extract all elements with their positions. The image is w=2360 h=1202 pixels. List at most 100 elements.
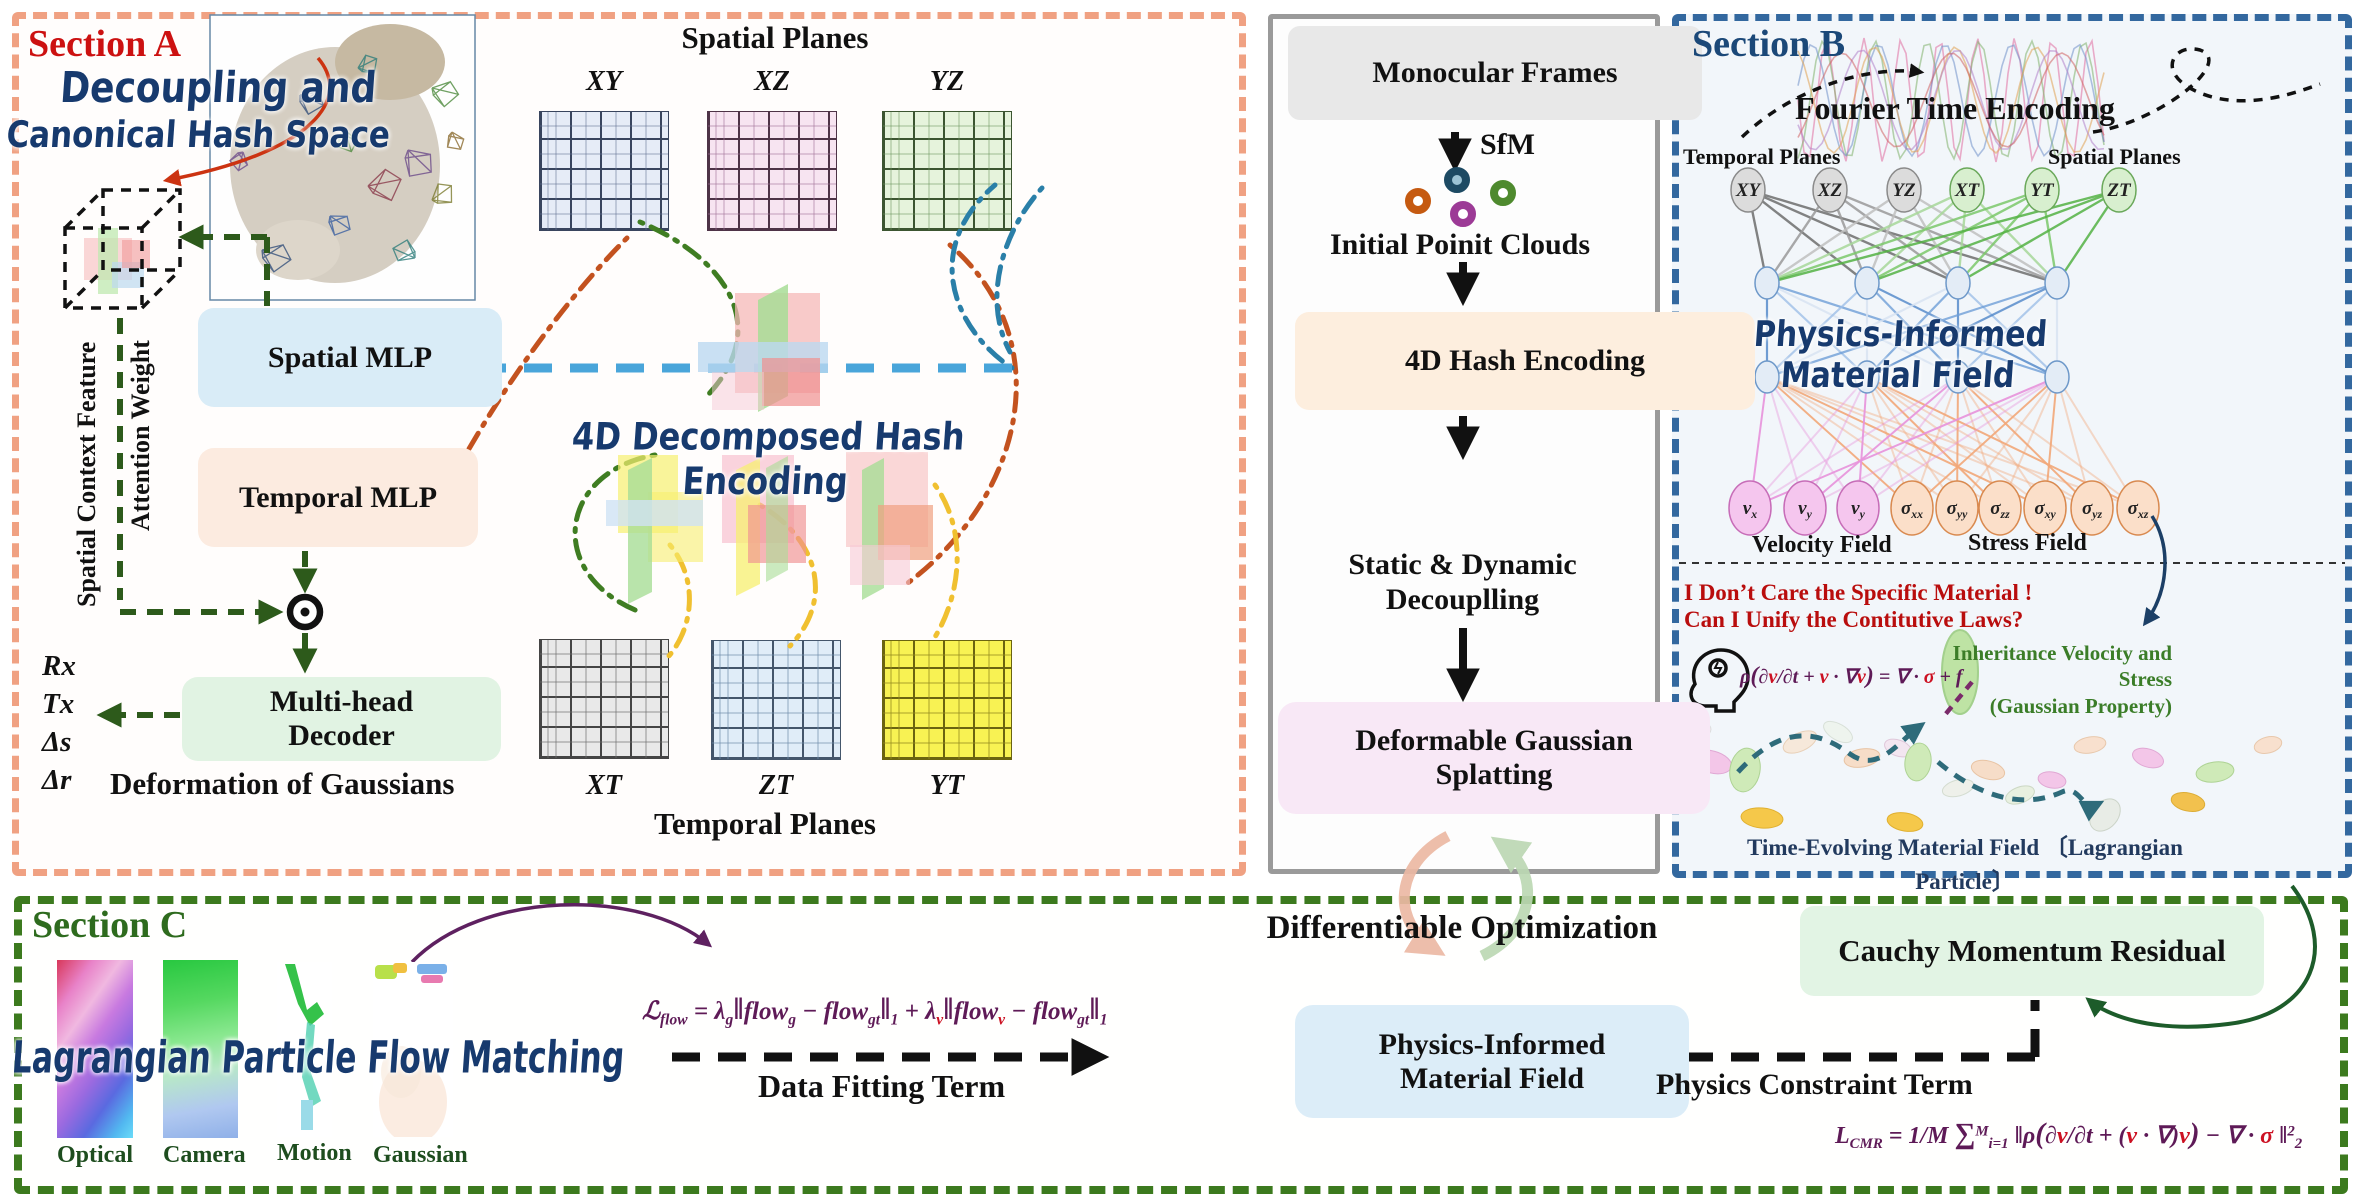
physics-constraint-label: Physics Constraint Term [1656,1068,1973,1101]
output-rx: Rx [42,650,76,682]
optical-flow-image [57,960,133,1138]
plane-composite-2 [722,455,806,596]
green-flow-arrows [96,224,318,728]
material-field-title: Physics-Informed Material Field [1752,314,2049,397]
flow-loss-formula: ℒflow = λg‖flowg − flowgt‖1 + λv‖flowv −… [642,992,1108,1029]
divider-down-arrow [2142,515,2167,627]
flow-matching-title: Lagrangian Particle Flow Matching [10,1032,627,1084]
hand-title-line2: Canonical Hash Space [5,114,392,157]
flow-formula-arrow [410,902,713,964]
deformation-label: Deformation of Gaussians [110,766,455,801]
spatial-context-feature-label: Spatial Context Feature [72,341,101,607]
input-node-xy: XY [1735,180,1761,201]
hash-grid-xz [708,112,836,230]
lagrangian-particles [1668,720,2283,832]
section-b-label: Section B [1692,23,1846,65]
hash-grid-xy [540,112,668,230]
gaussian-flow-image [373,962,453,1144]
grid-label-xz: XZ [754,66,790,97]
inherit-dash-link [1942,680,1974,718]
output-node-syy: σyy [1946,498,1968,522]
output-node-szz: σzz [1990,498,2010,522]
diff-optimization-label: Differentiable Optimization [1266,910,1658,946]
input-node-xt: XT [1954,180,1980,201]
camera-label: Camera [163,1142,246,1168]
fourier-dashed-arcs [1740,47,2321,139]
output-ds: Δs [42,726,72,758]
thinking-head-icon [1689,648,1750,713]
gaussian-label: Gaussian [373,1142,468,1168]
input-node-yz: YZ [1892,180,1916,201]
pipeline-arrows [1438,132,1480,703]
output-tx: Tx [42,688,75,720]
hash-encoding-box: 4D Hash Encoding [1295,312,1755,410]
motion-label: Motion [277,1140,352,1166]
material-field-box: Physics-Informed Material Field [1295,1005,1689,1118]
data-fitting-label: Data Fitting Term [758,1068,1006,1104]
optimization-cycle-icon [1398,831,1534,961]
camera-flow-image [163,960,238,1138]
particle-trajectory [1736,721,2105,822]
evolving-label: Time-Evolving Material Field 〔Lagrangian… [1747,835,2183,894]
plane-composite-1 [606,455,703,604]
motion-flow-shapes [285,964,324,1130]
stress-field-label: Stress Field [1968,530,2087,556]
hash-cube-center [698,284,828,412]
question-line1: I Don’t Care the Specific Material ! [1684,580,2033,605]
gaussian-splatting-box: Deformable Gaussian Splatting [1278,702,1710,814]
fourier-curves [1797,37,2105,163]
point-clouds-label: Initial Poinit Clouds [1329,228,1591,261]
fourier-title: Fourier Time Encoding [1794,90,2116,126]
output-dr: Δr [42,764,72,796]
temporal-planes-b-label: Temporal Planes [1683,144,1841,169]
input-node-xz: XZ [1817,180,1843,201]
hand-title-arrow [162,56,332,187]
output-node-sxx: σxx [1900,498,1923,522]
velocity-field-label: Velocity Field [1752,532,1892,558]
canonical-cube [63,188,182,310]
spatial-planes-title: Spatial Planes [681,20,869,55]
decoupling-label: Static & Dynamic Decouplling [1348,548,1577,616]
hadamard-product-icon [286,593,324,631]
question-line2: Can I Unify the Contitutive Laws? [1684,607,2024,632]
point-cloud-dots [1405,167,1516,227]
material-field-network [1728,167,2160,536]
plane-composite-3 [846,452,933,600]
hash-grid-zt [712,641,840,759]
input-node-zt: ZT [2107,180,2131,201]
grid-label-yz: YZ [929,66,965,97]
output-node-vy2: vy [1851,498,1865,522]
loss-arrows [672,1000,2040,1076]
section-c-label: Section C [32,904,188,946]
output-node-vx: vx [1742,498,1758,522]
spatial-mlp-box: Spatial MLP [198,308,502,407]
cmr-formula: LCMR = 1/M ∑Mi=1 ‖ρ(∂v/∂t + (v · ∇)v) − … [1835,1118,2303,1153]
cauchy-residual-box: Cauchy Momentum Residual [1800,906,2264,996]
hash-grid-xt [540,640,668,758]
section-a-label: Section A [28,23,182,65]
optical-label: Optical [57,1142,133,1168]
spatial-planes-b-label: Spatial Planes [2048,144,2181,169]
grid-label-xy: XY [586,66,622,97]
temporal-planes-title: Temporal Planes [654,806,876,841]
temporal-mlp-box: Temporal MLP [198,448,478,547]
cauchy-cycle-arrow [2085,884,2317,1029]
output-node-sxy: σxy [2034,498,2056,522]
inherited-gaussian [1941,629,1979,715]
hash-grid-yz [883,112,1011,230]
hand-title-line1: Decoupling and [58,64,379,113]
sfm-label: SfM [1480,128,1535,161]
inherit-label: Inheritance Velocity and Stress (Gaussian… [1952,641,2172,718]
monocular-frames-box: Monocular Frames [1288,26,1702,120]
gaussian-flow-shapes [375,963,447,1144]
momentum-equation: ρ(∂v/∂t + v · ∇v) = ∇ · σ + f [1740,662,1963,689]
output-node-syz: σyz [2081,498,2103,522]
hash-grid-yt [883,641,1011,759]
motion-flow-image [277,962,332,1137]
grid-label-xt: XT [586,770,622,801]
output-node-vy1: vy [1798,498,1812,522]
attention-weight-label: Attention Weight [126,340,155,532]
grid-label-zt: ZT [758,770,794,801]
